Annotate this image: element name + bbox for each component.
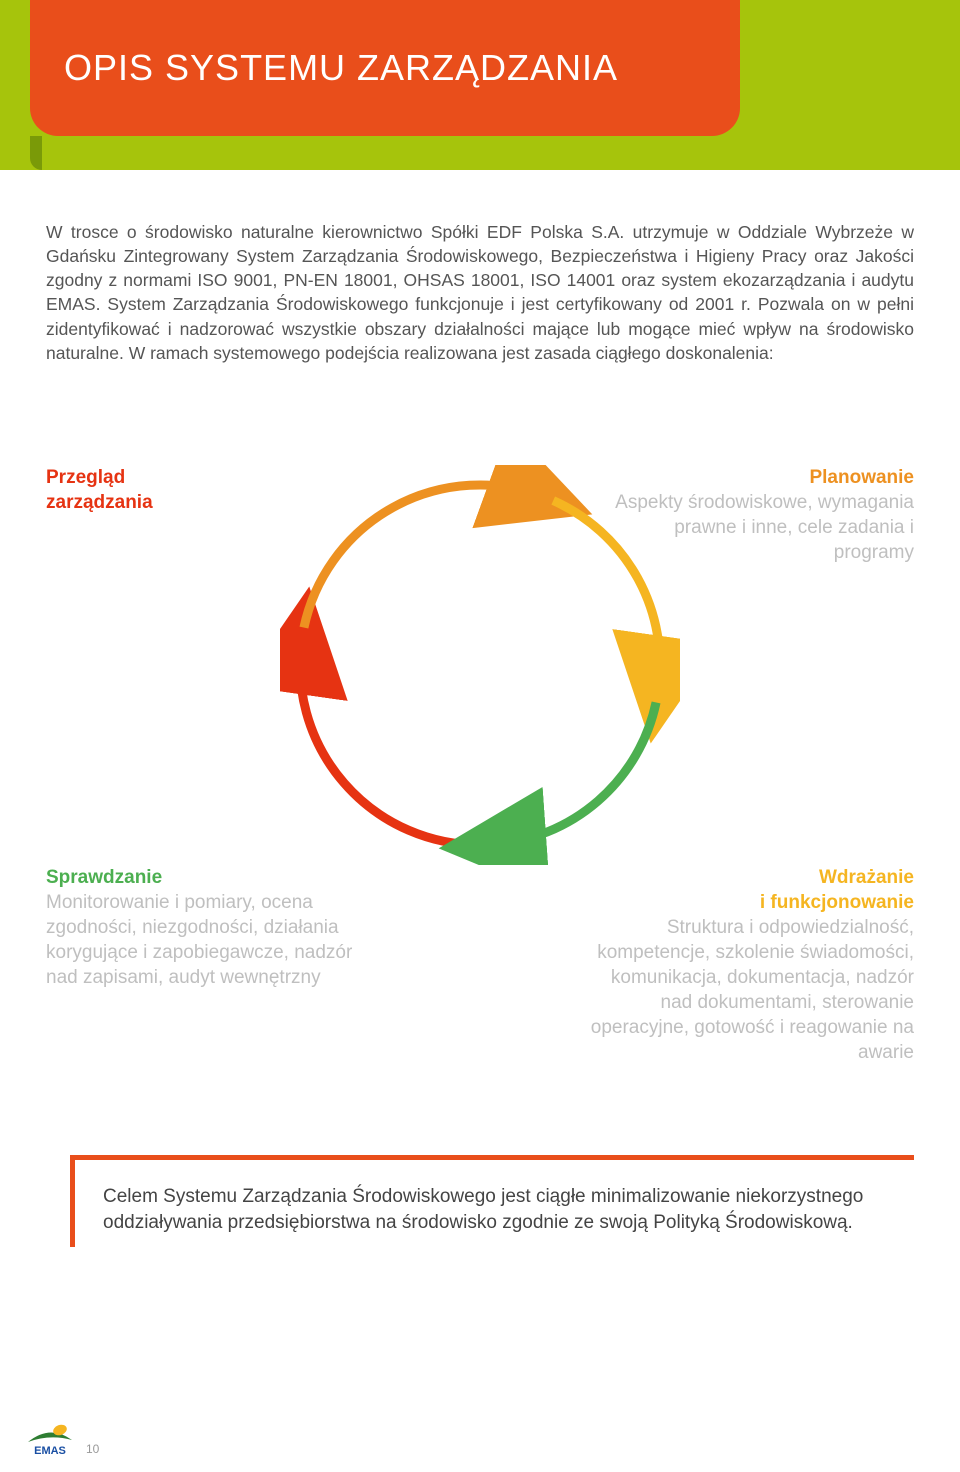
cycle-arc-tl [300, 640, 480, 845]
pdca-cycle-diagram: Przegląd zarządzania Planowanie Aspekty … [46, 405, 914, 1125]
cycle-arc-bl [493, 702, 657, 844]
cycle-label-planning-title: Planowanie [614, 465, 914, 490]
cycle-label-checking-title: Sprawdzanie [46, 865, 366, 890]
page-title-tab: OPIS SYSTEMU ZARZĄDZANIA [30, 0, 740, 136]
cycle-label-implementation-title: Wdrażanie i funkcjonowanie [574, 865, 914, 915]
cycle-label-checking-body: Monitorowanie i pomiary, ocena zgodności… [46, 890, 366, 990]
cycle-label-planning-body: Aspekty środowiskowe, wymagania prawne i… [614, 490, 914, 565]
page-title: OPIS SYSTEMU ZARZĄDZANIA [64, 47, 618, 89]
intro-paragraph: W trosce o środowisko naturalne kierowni… [0, 170, 960, 395]
page-number: 10 [86, 1442, 99, 1456]
footer-callout-text: Celem Systemu Zarządzania Środowiskowego… [103, 1186, 863, 1234]
cycle-label-implementation: Wdrażanie i funkcjonowanie Struktura i o… [574, 865, 914, 1066]
cycle-label-review: Przegląd zarządzania [46, 465, 286, 515]
cycle-label-implementation-body: Struktura i odpowiedzialność, kompetencj… [574, 915, 914, 1065]
tab-notch [30, 136, 42, 170]
cycle-label-checking: Sprawdzanie Monitorowanie i pomiary, oce… [46, 865, 366, 990]
footer-callout: Celem Systemu Zarządzania Środowiskowego… [70, 1155, 914, 1247]
cycle-arc-tr [304, 485, 542, 628]
svg-text:EMAS: EMAS [34, 1445, 66, 1457]
cycle-label-planning: Planowanie Aspekty środowiskowe, wymagan… [614, 465, 914, 565]
emas-logo-icon: EMAS [24, 1412, 76, 1462]
cycle-label-review-title: Przegląd zarządzania [46, 465, 286, 515]
header-band: OPIS SYSTEMU ZARZĄDZANIA [0, 0, 960, 170]
